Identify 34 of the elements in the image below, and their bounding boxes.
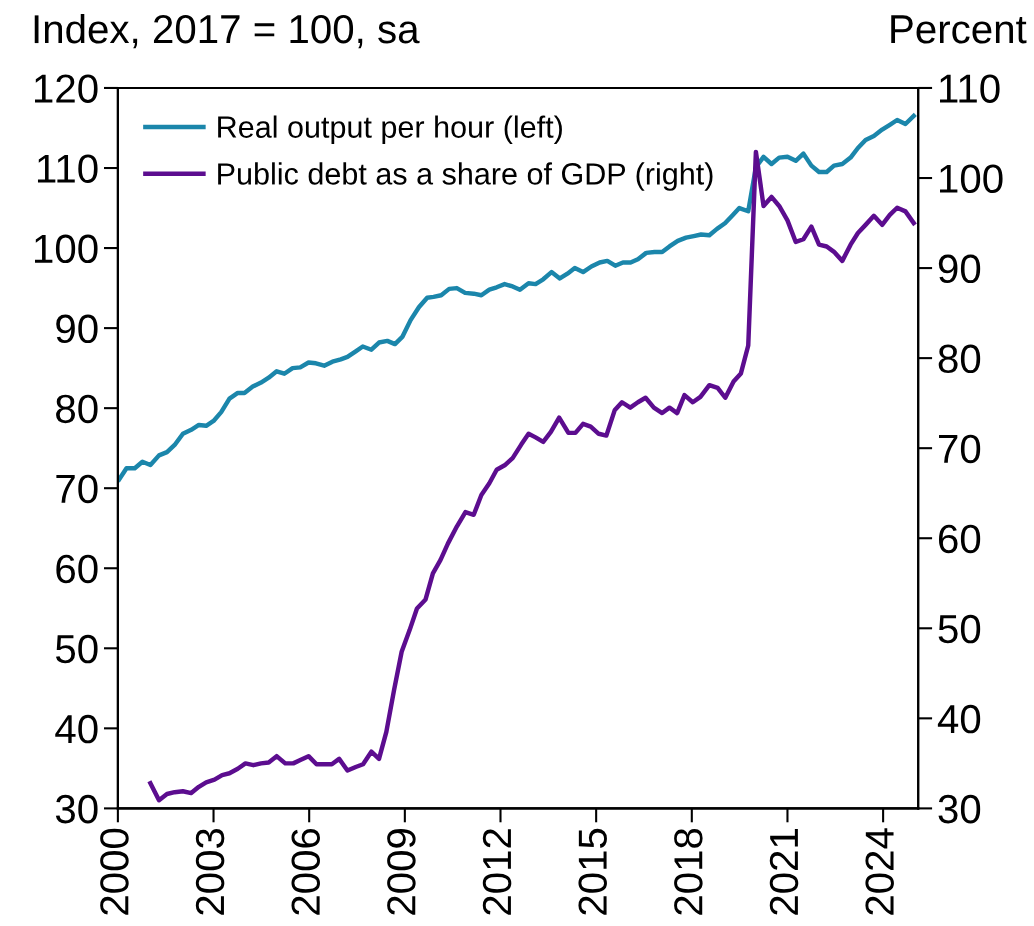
x-tick-label: 2021 bbox=[769, 829, 799, 915]
y2-tick-label: 80 bbox=[938, 344, 981, 374]
y-tick-label: 90 bbox=[56, 314, 98, 344]
y-tick-label: 40 bbox=[55, 714, 98, 744]
x-tick-label: 2003 bbox=[195, 828, 225, 915]
line-series bbox=[117, 113, 916, 482]
y2-tick-label: 30 bbox=[938, 794, 981, 824]
legend-label: Real output per hour (left) bbox=[218, 115, 562, 144]
y-tick-label: 110 bbox=[37, 154, 98, 184]
y2-tick-label: 90 bbox=[938, 254, 981, 284]
y-axis-title: Index, 2017 = 100, sa bbox=[34, 13, 420, 49]
y-tick-label: 80 bbox=[56, 394, 98, 424]
y-tick-label: 120 bbox=[35, 74, 98, 103]
y2-tick-label: 40 bbox=[937, 704, 981, 734]
legend-label: Public debt as a share of GDP (right) bbox=[218, 162, 713, 191]
x-tick-label: 2006 bbox=[291, 828, 320, 915]
y-tick-label: 60 bbox=[56, 554, 98, 584]
y-tick-label: 50 bbox=[55, 634, 98, 664]
line-series bbox=[148, 149, 916, 803]
x-tick-label: 2024 bbox=[865, 828, 894, 915]
x-tick-label: 2009 bbox=[387, 829, 416, 915]
y2-tick-label: 50 bbox=[938, 614, 981, 644]
x-tick-label: 2000 bbox=[100, 828, 129, 915]
y2-tick-label: 70 bbox=[939, 434, 981, 464]
y-tick-label: 100 bbox=[35, 234, 98, 264]
x-tick-label: 2018 bbox=[674, 828, 703, 915]
y2-tick-label: 60 bbox=[938, 524, 981, 554]
y2-tick-label: 100 bbox=[940, 164, 1003, 194]
y2-tick-label: 110 bbox=[940, 74, 1000, 103]
y-tick-label: 70 bbox=[56, 474, 98, 504]
y-tick-label: 30 bbox=[55, 794, 98, 824]
y2-axis-title: Percent bbox=[891, 15, 1027, 44]
x-tick-label: 2012 bbox=[482, 829, 512, 915]
x-tick-label: 2015 bbox=[578, 828, 607, 915]
